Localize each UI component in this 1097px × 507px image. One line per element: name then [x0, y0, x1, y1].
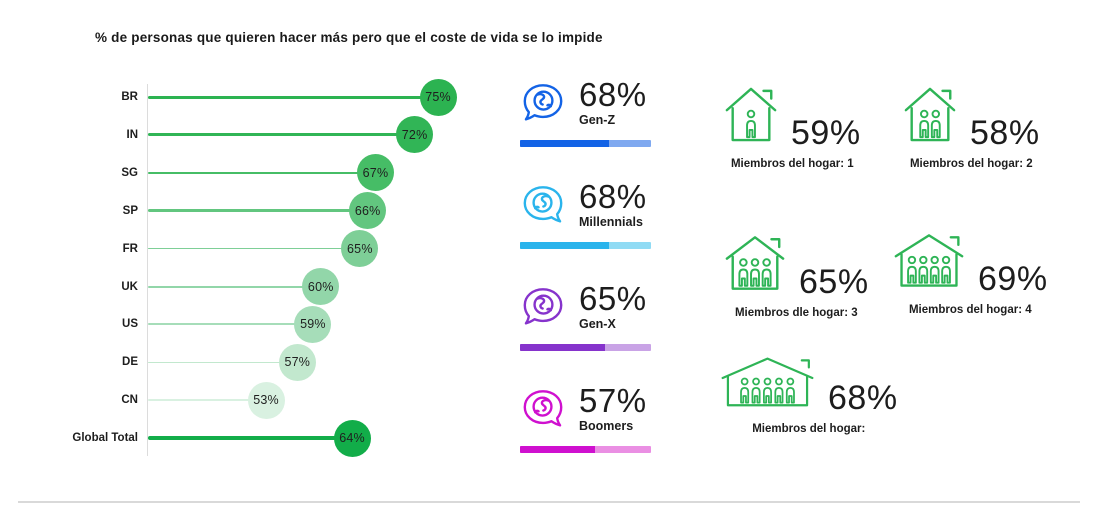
- lollipop-line: [148, 399, 266, 402]
- value-label: 66%: [354, 203, 381, 218]
- lollipop-circle: 64%: [333, 419, 371, 457]
- value-label: 75%: [425, 90, 451, 104]
- household-value: 59%: [791, 114, 861, 152]
- household-value: 65%: [799, 263, 869, 301]
- generation-value: 65%: [579, 280, 647, 317]
- household-label: Miembros del hogar: 1: [730, 158, 854, 170]
- generation-progress-fill: [520, 140, 610, 147]
- speech-bubble-globe-icon: [520, 386, 566, 437]
- household-label: Miembros del hogar: 2: [909, 158, 1033, 170]
- generation-progress-bar: [520, 344, 651, 351]
- country-label: IN: [126, 128, 139, 141]
- household-item: 69% Miembros del hogar: 4: [893, 230, 1048, 316]
- value-label: 57%: [284, 355, 311, 370]
- country-label: BR: [121, 91, 138, 103]
- household-item: 59% Miembros del hogar: 1: [724, 84, 861, 170]
- lollipop-line: [148, 133, 415, 137]
- lollipop-circle: 53%: [247, 381, 285, 419]
- generation-item: 57% Boomers: [520, 384, 651, 453]
- generation-name: Gen-X: [579, 317, 616, 331]
- household-label: Miembros del hogar: 4: [908, 304, 1032, 316]
- value-label: 65%: [347, 241, 373, 256]
- speech-bubble-globe-icon: [520, 80, 566, 131]
- generation-name: Boomers: [579, 419, 634, 433]
- lollipop-circle: 57%: [278, 343, 316, 381]
- country-label: DE: [122, 356, 138, 369]
- lollipop-line: [148, 323, 313, 326]
- generation-value: 68%: [579, 76, 647, 113]
- generation-progress-bar: [520, 446, 651, 453]
- lollipop-line: [148, 361, 298, 364]
- country-label: UK: [121, 280, 138, 293]
- household-label: Miembros dle hogar: 3: [734, 307, 858, 319]
- country-label: US: [122, 318, 138, 331]
- household-item: 58% Miembros del hogar: 2: [903, 84, 1040, 170]
- value-label: 72%: [401, 127, 428, 142]
- lollipop-line: [148, 172, 376, 174]
- generation-progress-fill: [520, 446, 595, 453]
- generation-item: 65% Gen-X: [520, 282, 651, 351]
- lollipop-line: [148, 95, 439, 99]
- generation-item: 68% Gen-Z: [520, 78, 651, 147]
- speech-bubble-globe-icon: [520, 182, 566, 233]
- lollipop-circle: 67%: [356, 154, 394, 192]
- lollipop-circle: 59%: [294, 305, 332, 343]
- lollipop-line: [148, 247, 360, 250]
- house-icon: [724, 84, 778, 149]
- generation-item: 68% Millennials: [520, 180, 651, 249]
- generation-progress-fill: [520, 344, 606, 351]
- country-label: FR: [122, 242, 138, 255]
- generation-value: 57%: [579, 382, 647, 419]
- household-value: 69%: [978, 260, 1048, 298]
- household-item: 68% Miembros del hogar:: [720, 354, 898, 435]
- country-label: SP: [122, 204, 138, 217]
- lollipop-circle: 66%: [349, 192, 387, 230]
- generation-value: 68%: [579, 178, 647, 215]
- speech-bubble-globe-icon: [520, 284, 566, 335]
- household-label: Miembros del hogar:: [752, 423, 866, 435]
- country-label: SG: [121, 166, 138, 179]
- lollipop-circle: 65%: [341, 230, 379, 268]
- bottom-divider: [18, 501, 1080, 503]
- lollipop-chart: BR 75% IN 72% SG 67% SP 66% FR 65% UK 60% US 59% DE 57%…: [0, 0, 500, 507]
- generation-progress-fill: [520, 242, 610, 249]
- lollipop-line: [148, 209, 368, 212]
- lollipop-circle: 60%: [302, 268, 340, 305]
- value-label: 64%: [339, 431, 365, 446]
- household-item: 65% Miembros dle hogar: 3: [724, 232, 869, 319]
- lollipop-circle: 72%: [396, 116, 434, 154]
- generation-progress-bar: [520, 242, 651, 249]
- page-title: % de personas que quieren hacer más pero…: [95, 30, 603, 45]
- household-value: 68%: [828, 379, 898, 417]
- house-icon: [893, 230, 965, 295]
- generation-name: Gen-Z: [579, 113, 616, 127]
- value-label: 59%: [300, 317, 326, 332]
- country-label: Global Total: [72, 432, 138, 445]
- house-icon: [720, 354, 815, 414]
- lollipop-line: [148, 436, 353, 441]
- generation-progress-bar: [520, 140, 651, 147]
- value-label: 60%: [307, 279, 334, 294]
- country-label: CN: [121, 394, 138, 407]
- value-label: 53%: [253, 393, 279, 408]
- lollipop-line: [148, 285, 321, 288]
- lollipop-circle: 75%: [419, 78, 457, 116]
- house-icon: [903, 84, 957, 149]
- house-icon: [724, 232, 786, 298]
- household-value: 58%: [970, 114, 1040, 152]
- value-label: 67%: [362, 165, 389, 180]
- generation-name: Millennials: [579, 215, 643, 229]
- y-axis-line: [147, 84, 148, 456]
